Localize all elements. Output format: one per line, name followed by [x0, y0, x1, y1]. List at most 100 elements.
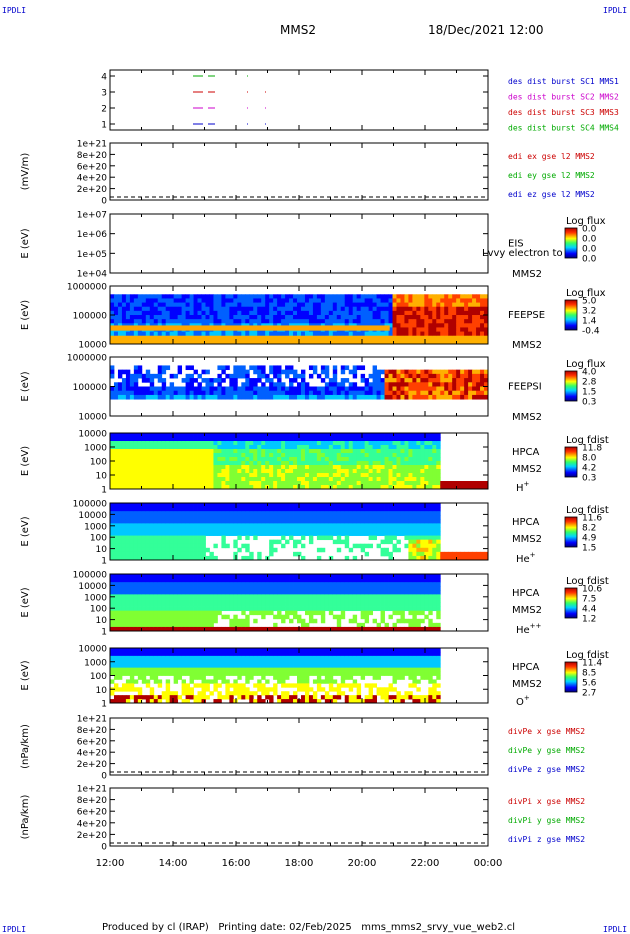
spectrogram-cell	[205, 437, 210, 442]
spectrogram-cell	[245, 453, 250, 458]
spectrogram-cell	[237, 606, 242, 612]
spectrogram-cell	[320, 394, 326, 400]
spectrogram-cell	[193, 618, 198, 624]
spectrogram-cell	[308, 590, 314, 595]
spectrogram-cell	[165, 331, 171, 337]
spectrogram-cell	[364, 378, 370, 383]
spectrogram-cell	[181, 602, 186, 607]
spectrogram-cell	[169, 610, 175, 616]
spectrogram-cell	[312, 461, 318, 466]
spectrogram-cell	[157, 294, 163, 299]
spectrogram-cell	[444, 319, 449, 324]
spectrogram-cell	[424, 449, 429, 454]
spectrogram-cell	[169, 485, 175, 490]
spectrogram-cell	[245, 394, 250, 400]
spectrogram-cell	[181, 503, 186, 508]
spectrogram-cell	[249, 441, 254, 446]
spectrogram-cell	[257, 437, 262, 442]
spectrogram-cell	[420, 519, 425, 524]
spectrogram-cell	[117, 294, 123, 299]
spectrogram-cell	[113, 473, 119, 478]
spectrogram-cell	[149, 618, 155, 624]
spectrogram-cell	[169, 477, 175, 482]
spectrogram-cell	[117, 445, 123, 450]
spectrogram-cell	[320, 441, 326, 446]
spectrogram-cell	[173, 531, 179, 536]
legend-entry: des dist burst SC4 MMS4	[508, 124, 619, 133]
spectrogram-cell	[189, 453, 194, 458]
spectrogram-cell	[129, 531, 135, 536]
spectrogram-cell	[416, 469, 421, 474]
spectrogram-cell	[320, 503, 326, 508]
spectrogram-cell	[352, 465, 358, 470]
spectrogram-cell	[141, 477, 147, 482]
spectrogram-cell	[165, 606, 171, 612]
spectrogram-cell	[316, 507, 322, 512]
spectrogram-cell	[428, 555, 433, 561]
spectrogram-cell	[392, 302, 397, 308]
spectrogram-cell	[165, 618, 171, 624]
spectrogram-cell	[328, 298, 334, 303]
spectrogram-cell	[416, 485, 421, 490]
spectrogram-cell	[201, 582, 206, 587]
spectrogram-cell	[110, 547, 115, 553]
spectrogram-cell	[432, 519, 437, 524]
spectrogram-cell	[117, 519, 123, 524]
spectrogram-cell	[237, 306, 242, 312]
spectrogram-cell	[289, 594, 294, 599]
spectrogram-cell	[173, 485, 179, 490]
spectrogram-cell	[456, 315, 461, 320]
spectrogram-cell	[273, 302, 278, 308]
spectrogram-cell	[181, 507, 186, 512]
spectrogram-cell	[113, 527, 119, 532]
spectrogram-cell	[233, 335, 238, 341]
spectrogram-cell	[304, 335, 310, 341]
spectrogram-cell	[396, 315, 401, 320]
spectrogram-cell	[229, 453, 234, 458]
spectrogram-cell	[356, 319, 362, 324]
spectrogram-cell	[113, 306, 119, 312]
y-tick-label: 1	[101, 486, 107, 496]
spectrogram-cell	[249, 551, 254, 557]
spectrogram-cell	[388, 515, 393, 520]
spectrogram-cell	[125, 445, 131, 450]
spectrogram-cell	[113, 507, 119, 512]
spectrogram-cell	[452, 386, 457, 392]
spectrogram-cell	[225, 481, 230, 486]
spectrogram-cell	[289, 481, 294, 486]
spacecraft-name: MMS2	[512, 412, 542, 423]
spectrogram-cell	[225, 445, 230, 450]
spectrogram-cell	[444, 323, 449, 328]
spectrogram-cell	[110, 543, 115, 549]
spectrogram-cell	[249, 461, 254, 466]
spectrogram-cell	[110, 477, 115, 482]
spectrogram-cell	[177, 507, 183, 512]
spectrogram-cell	[153, 531, 159, 536]
spectrogram-cell	[324, 594, 330, 599]
spectrogram-cell	[400, 485, 405, 490]
spectrogram-cell	[356, 519, 362, 524]
spectrogram-cell	[177, 473, 183, 478]
spectrogram-cell	[241, 606, 246, 612]
spectrogram-cell	[328, 331, 334, 337]
spectrogram-cell	[372, 485, 377, 490]
spectrogram-cell	[304, 382, 310, 387]
spectrogram-cell	[308, 306, 314, 312]
spectrogram-cell	[324, 394, 330, 400]
spectrogram-cell	[217, 453, 222, 458]
spectrogram-cell	[368, 310, 374, 316]
spectrogram-cell	[137, 539, 143, 545]
spectrogram-cell	[249, 298, 254, 303]
spectrogram-cell	[169, 382, 175, 387]
spectrogram-cell	[297, 445, 302, 450]
spectrogram-cell	[420, 511, 425, 516]
spectrogram-cell	[372, 369, 377, 375]
spectrogram-cell	[352, 315, 358, 320]
spectrogram-cell	[129, 519, 135, 524]
spectrogram-cell	[384, 433, 389, 438]
spectrogram-cell	[285, 433, 290, 438]
spectrogram-cell	[424, 315, 429, 320]
spectrogram-cell	[344, 503, 350, 508]
spectrogram-cell	[245, 511, 250, 516]
spectrogram-cell	[388, 373, 393, 379]
